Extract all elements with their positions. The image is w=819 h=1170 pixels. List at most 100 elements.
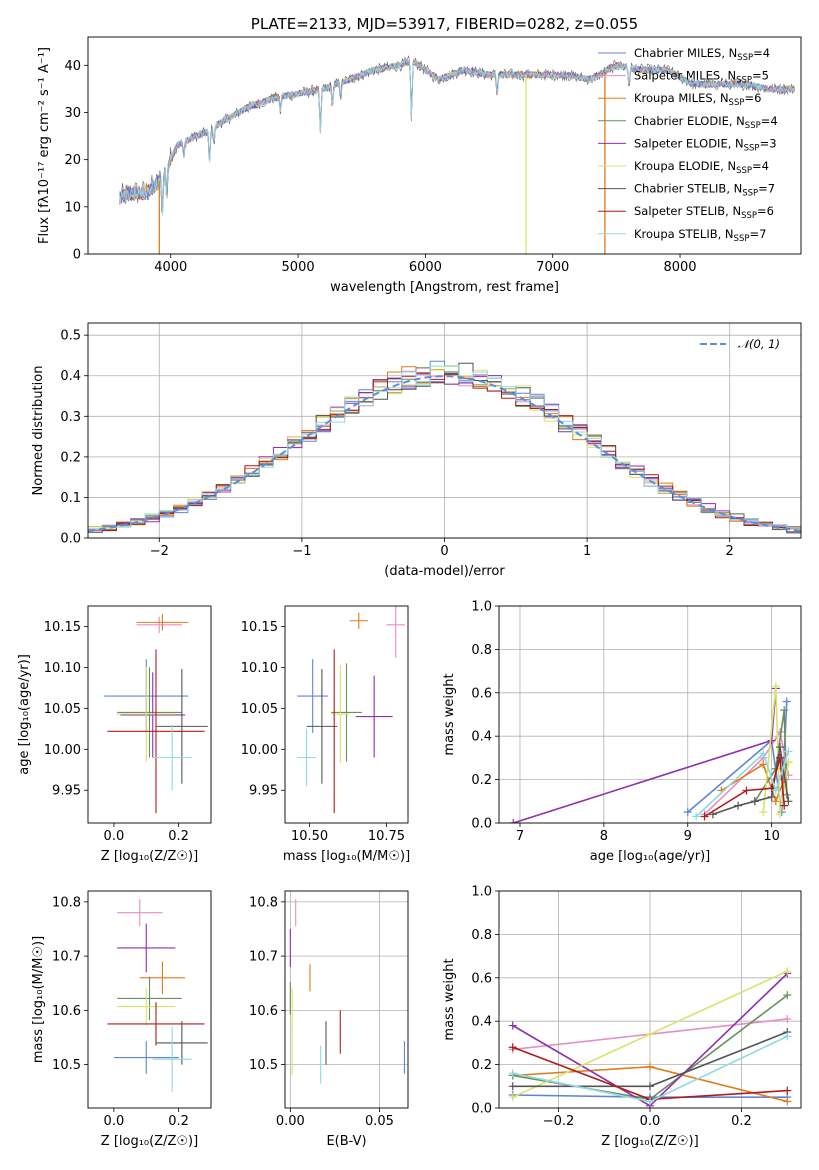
y-tick-label: 0.6 <box>471 686 492 701</box>
errorbar-chabrier_elodie <box>117 667 182 758</box>
legend-entry: Salpeter ELODIE, NSSP=3 <box>634 136 777 153</box>
series-point <box>683 808 692 817</box>
errorbar-chabrier_elodie <box>331 663 362 762</box>
series-point <box>776 743 785 752</box>
axes-frame <box>87 36 802 255</box>
normal-curve <box>88 375 801 532</box>
legend-entry: Kroupa STELIB, NSSP=7 <box>634 227 766 244</box>
series-point <box>783 1097 792 1106</box>
series-point <box>646 1082 654 1091</box>
x-tick-label: 6000 <box>409 260 442 275</box>
series-point <box>759 749 768 758</box>
plot-area <box>107 899 208 1092</box>
series-chabrier_elodie <box>750 706 791 806</box>
axes-frame <box>87 322 802 539</box>
errorbar-kroupa_miles <box>139 961 186 995</box>
legend-tail: =4 <box>753 46 770 60</box>
series-point <box>750 797 759 806</box>
y-tick-label: 10.8 <box>249 895 278 910</box>
errorbar-kroupa_stelib <box>152 724 192 791</box>
series-point <box>784 758 793 767</box>
x-axis-label: Z [log₁₀(Z/Z☉)] <box>101 1134 198 1149</box>
plot-area <box>508 967 792 1108</box>
y-tick-label: 9.95 <box>52 784 81 799</box>
x-axis-label: mass [log₁₀(M/M☉)] <box>283 849 410 864</box>
x-tick-label: 0.2 <box>731 1114 752 1129</box>
chart-title: PLATE=2133, MJD=53917, FIBERID=0282, z=0… <box>251 15 638 33</box>
y-axis-label: Normed distribution <box>31 366 46 496</box>
x-tick-label: 8 <box>600 829 608 844</box>
series-kroupa_stelib <box>508 1032 792 1106</box>
errorbar-salpeter_stelib <box>107 1002 205 1046</box>
legend-entry: Salpeter MILES, NSSP=5 <box>634 69 769 86</box>
panel-residuals: −2 −1 0 1 2 0.0 0.1 0.2 0.3 0.4 0.5 (data-model)/er… <box>31 322 802 579</box>
legend-entry: Chabrier STELIB, NSSP=7 <box>634 182 775 199</box>
series-point <box>700 812 709 821</box>
x-tick-label: 10.75 <box>368 829 405 844</box>
series-point <box>783 1015 792 1024</box>
series-point <box>783 991 792 1000</box>
legend-text: Salpeter MILES, N <box>634 69 736 83</box>
y-tick-label: 10.5 <box>249 1058 278 1073</box>
series-point <box>771 786 780 795</box>
x-tick-label: 5000 <box>282 260 315 275</box>
x-axis-label: Z [log₁₀(Z/Z☉)] <box>601 1134 698 1149</box>
series-point <box>780 801 789 810</box>
series-point <box>771 797 780 806</box>
legend-sub: SSP <box>741 211 757 221</box>
axes-frame <box>498 605 802 824</box>
y-axis-label: Flux [fλ10⁻¹⁷ erg cm⁻² s⁻¹ A⁻¹] <box>37 47 52 244</box>
y-tick-label: 10.10 <box>241 661 278 676</box>
plot-area <box>104 614 208 814</box>
series-point <box>508 1043 517 1052</box>
series-point <box>646 1030 654 1039</box>
legend-sub: SSP <box>744 143 760 153</box>
panel-spectrum: 4000 5000 6000 7000 8000 0 10 20 30 40 wavelength … <box>37 15 802 295</box>
errorbar-salpeter_miles <box>386 606 405 658</box>
legend-entry: Kroupa MILES, NSSP=6 <box>634 91 761 108</box>
y-tick-label: 0.2 <box>471 773 492 788</box>
series-line <box>695 751 790 818</box>
y-tick-label: 10.7 <box>52 950 81 965</box>
panel-age_vs_mass: 10.50 10.75 9.95 10.00 10.05 10.10 10.15 mass [… <box>241 605 410 864</box>
x-axis-label: wavelength [Angstrom, rest frame] <box>330 280 559 295</box>
y-tick-label: 10.05 <box>241 702 278 717</box>
legend-text: Kroupa MILES, N <box>634 91 729 105</box>
series-point <box>646 1097 654 1106</box>
series-point <box>509 819 518 823</box>
legend-tail: =3 <box>760 136 777 150</box>
x-tick-label: −0.2 <box>543 1114 575 1129</box>
axes-frame <box>284 890 409 1109</box>
plot-area <box>88 360 801 534</box>
series-kroupa_stelib <box>692 747 793 821</box>
plot-area <box>509 682 793 823</box>
x-tick-label: 10.50 <box>291 829 328 844</box>
y-tick-label: 0.0 <box>471 817 492 832</box>
series-point <box>782 697 791 706</box>
y-tick-label: 0.5 <box>60 329 81 344</box>
axes-frame <box>87 605 212 824</box>
series-point <box>783 1086 792 1095</box>
y-tick-label: 0.3 <box>60 410 81 425</box>
legend-text: Chabrier ELODIE, N <box>634 114 745 128</box>
y-tick-label: 10.00 <box>241 743 278 758</box>
y-tick-label: 0.6 <box>471 971 492 986</box>
series-kroupa_elodie <box>508 967 792 1102</box>
series-point <box>508 1093 517 1102</box>
y-tick-label: 20 <box>64 153 81 168</box>
y-tick-label: 40 <box>64 59 81 74</box>
x-tick-label: 7000 <box>536 260 569 275</box>
x-tick-label: 2 <box>726 544 734 559</box>
y-axis-label: mass weight <box>442 673 457 755</box>
errorbar-salpeter_elodie <box>355 675 393 758</box>
y-tick-label: 10.7 <box>249 950 278 965</box>
errorbar-chabrier_miles <box>297 659 329 733</box>
series-point <box>783 967 792 976</box>
y-tick-label: 10.5 <box>52 1058 81 1073</box>
y-tick-label: 0.8 <box>471 643 492 658</box>
errorbar-chabrier_stelib <box>155 669 208 784</box>
x-tick-label: −2 <box>150 544 169 559</box>
histogram-kroupa_stelib <box>88 365 801 531</box>
